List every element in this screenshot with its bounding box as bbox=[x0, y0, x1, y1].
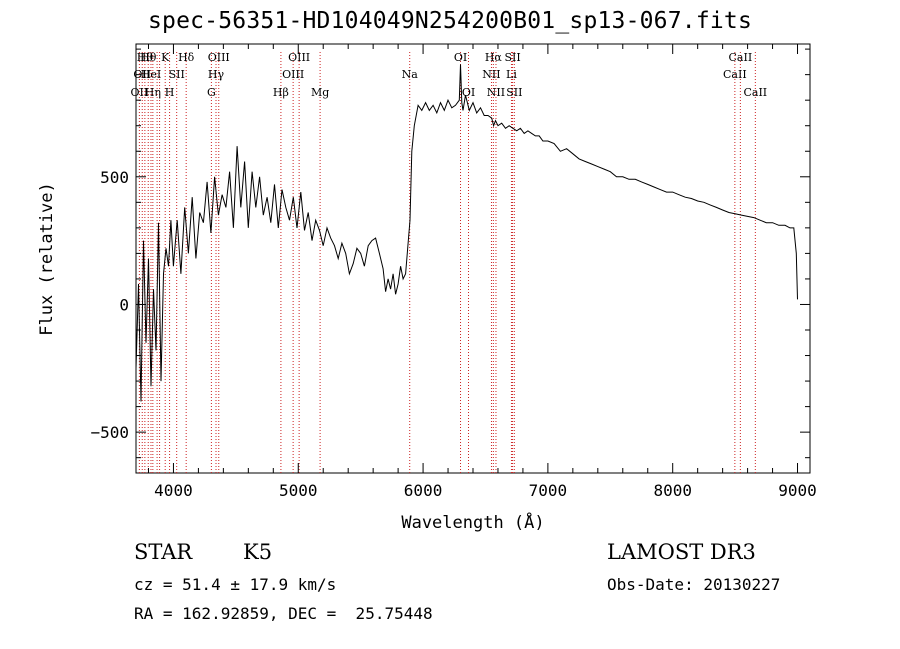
line-label-19: Na bbox=[402, 68, 419, 81]
x-tick-label-9000: 9000 bbox=[778, 481, 817, 500]
line-label-9: H bbox=[165, 86, 175, 99]
line-label-25: Li bbox=[506, 68, 517, 81]
line-label-14: OIII bbox=[208, 51, 230, 64]
line-label-30: CaII bbox=[743, 86, 767, 99]
redshift-velocity: cz = 51.4 ± 17.9 km/s bbox=[134, 575, 337, 594]
x-axis-label: Wavelength (Å) bbox=[401, 511, 544, 533]
chart-title: spec-56351-HD104049N254200B01_sp13-067.f… bbox=[147, 8, 753, 34]
line-label-15: Hβ bbox=[273, 86, 289, 99]
plot-frame bbox=[135, 43, 811, 474]
line-label-21: OI bbox=[462, 86, 475, 99]
x-tick-label-5000: 5000 bbox=[279, 481, 318, 500]
y-axis-label: Flux (relative) bbox=[37, 182, 57, 336]
line-label-18: Mg bbox=[311, 86, 329, 99]
line-label-2: Hθ bbox=[137, 51, 154, 64]
spectral-line-markers bbox=[138, 52, 756, 473]
y-tick-label--500: −500 bbox=[90, 423, 129, 442]
line-label-27: SII bbox=[506, 86, 522, 99]
survey-name: LAMOST DR3 bbox=[607, 540, 756, 564]
y-axis-ticks: −500 0 500 bbox=[90, 48, 810, 459]
line-label-0: OII bbox=[131, 86, 149, 99]
line-label-28: CaII bbox=[723, 68, 747, 81]
line-label-10: SII bbox=[169, 68, 185, 81]
line-label-22: NII bbox=[482, 68, 500, 81]
y-tick-label-0: 0 bbox=[119, 295, 129, 314]
line-label-8: K bbox=[161, 51, 170, 64]
line-label-12: G bbox=[207, 86, 216, 99]
x-tick-label-6000: 6000 bbox=[404, 481, 443, 500]
object-class: STAR bbox=[134, 540, 193, 564]
line-label-11: Hδ bbox=[178, 51, 195, 64]
y-tick-label-500: 500 bbox=[100, 168, 129, 187]
coordinates: RA = 162.92859, DEC = 25.75448 bbox=[134, 604, 433, 623]
x-axis-ticks: 4000 5000 6000 7000 8000 9000 bbox=[147, 44, 817, 500]
object-subclass: K5 bbox=[243, 540, 273, 564]
line-label-17: OIII bbox=[288, 51, 310, 64]
x-tick-label-7000: 7000 bbox=[529, 481, 568, 500]
spectral-line-labels: OIIOIIHθHθHeIHηKHSIIHδGHγOIIIHβOIIIOIIIM… bbox=[131, 51, 768, 99]
line-label-1: OII bbox=[133, 68, 151, 81]
line-label-4: HeI bbox=[141, 68, 161, 81]
line-label-20: OI bbox=[454, 51, 467, 64]
line-label-29: CaII bbox=[729, 51, 753, 64]
x-tick-label-8000: 8000 bbox=[653, 481, 692, 500]
spectrum-line bbox=[135, 64, 798, 402]
line-label-26: SII bbox=[504, 51, 520, 64]
line-label-16: OIII bbox=[282, 68, 304, 81]
line-label-24: NII bbox=[487, 86, 505, 99]
x-tick-label-4000: 4000 bbox=[154, 481, 193, 500]
line-label-23: Hα bbox=[485, 51, 503, 64]
line-label-13: Hγ bbox=[208, 68, 225, 81]
observation-date: Obs-Date: 20130227 bbox=[607, 575, 781, 594]
line-label-5: Hη bbox=[145, 86, 161, 99]
line-label-3: Hθ bbox=[140, 51, 157, 64]
